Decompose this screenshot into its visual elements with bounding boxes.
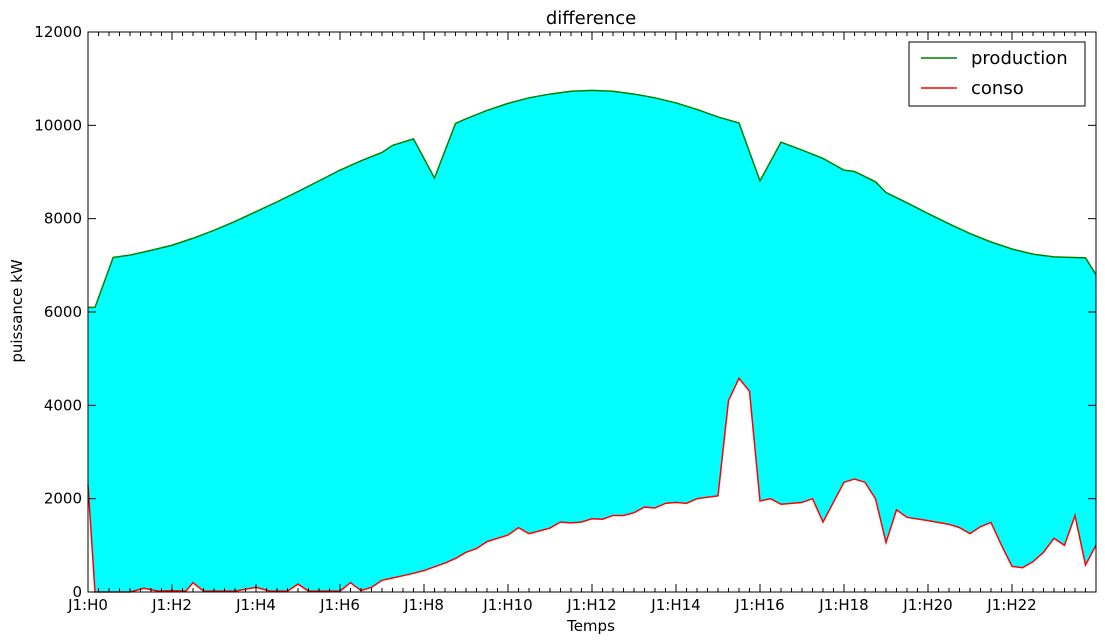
y-axis-label: puissance kW <box>8 259 26 362</box>
plot-area: J1:H0 J1:H2 J1:H4 J1:H6 J1:H8 J1:H10 J1:H12 J1:… <box>34 23 1097 614</box>
y-tick-label: 10000 <box>34 116 82 134</box>
legend-box <box>908 41 1086 107</box>
x-tick-label: J1:H12 <box>566 596 616 614</box>
x-tick-label: J1:H4 <box>235 596 276 614</box>
legend-label-production: production <box>971 48 1068 69</box>
series-line-conso <box>87 376 1097 593</box>
x-tick-label: J1:H0 <box>67 596 108 614</box>
series-line-production <box>88 89 1097 309</box>
y-tick-label: 0 <box>72 583 82 601</box>
y-tick-label: 2000 <box>44 490 82 508</box>
x-axis-label: Temps <box>566 617 615 635</box>
x-tick-label: J1:H20 <box>902 596 952 614</box>
y-tick-label: 12000 <box>34 23 82 41</box>
chart-title: difference <box>546 8 636 29</box>
legend: production conso <box>908 41 1086 107</box>
y-tick-label: 6000 <box>44 303 82 321</box>
x-tick-label: J1:H16 <box>734 596 784 614</box>
x-tick-label: J1:H10 <box>482 596 532 614</box>
legend-label-conso: conso <box>971 78 1024 99</box>
x-tick-label: J1:H14 <box>650 596 700 614</box>
x-tick-label: J1:H2 <box>151 596 192 614</box>
x-tick-label: J1:H8 <box>403 596 444 614</box>
x-tick-label: J1:H6 <box>319 596 360 614</box>
x-tick-label: J1:H18 <box>818 596 868 614</box>
y-tick-label: 4000 <box>44 396 82 414</box>
y-tick-label: 8000 <box>44 210 82 228</box>
difference-fill <box>88 90 1096 592</box>
x-tick-label: J1:H22 <box>986 596 1036 614</box>
